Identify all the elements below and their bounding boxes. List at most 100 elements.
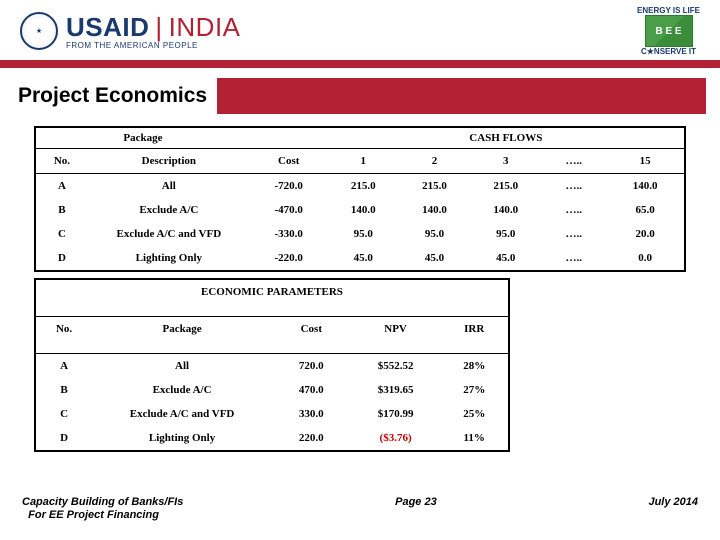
cashflows-header: CASH FLOWS xyxy=(328,128,684,148)
table-cell: D xyxy=(36,246,88,270)
table-cell: -470.0 xyxy=(250,198,328,222)
table-cell: Exclude A/C xyxy=(92,378,272,402)
table-cell: All xyxy=(88,174,250,199)
conserve-tagline: C★NSERVE IT xyxy=(641,47,696,56)
table-cell: 140.0 xyxy=(399,198,470,222)
table-cell: ….. xyxy=(541,198,606,222)
usaid-seal-icon: ★ xyxy=(20,12,58,50)
column-header: Package xyxy=(92,317,272,342)
column-header: No. xyxy=(36,149,88,174)
column-header: No. xyxy=(36,317,92,342)
table-cell: $552.52 xyxy=(351,354,441,379)
table-cell: 20.0 xyxy=(606,222,684,246)
table-row: CExclude A/C and VFD-330.095.095.095.0….… xyxy=(36,222,684,246)
table-cell: Lighting Only xyxy=(88,246,250,270)
economics-table: ECONOMIC PARAMETERS No.PackageCostNPVIRR… xyxy=(36,280,508,450)
economics-table-wrapper: ECONOMIC PARAMETERS No.PackageCostNPVIRR… xyxy=(34,278,510,452)
footer-line1: Capacity Building of Banks/FIs xyxy=(22,496,183,508)
bee-icon: B E E xyxy=(645,15,693,47)
usaid-label: USAID xyxy=(66,12,149,43)
header-red-bar xyxy=(0,60,720,68)
table-cell: 45.0 xyxy=(399,246,470,270)
table-cell: Exclude A/C and VFD xyxy=(88,222,250,246)
usaid-country: INDIA xyxy=(169,12,241,43)
footer: Capacity Building of Banks/FIs For EE Pr… xyxy=(0,496,720,522)
table-cell: 28% xyxy=(441,354,508,379)
table-cell: Lighting Only xyxy=(92,426,272,450)
table-row: DLighting Only-220.045.045.045.0…..0.0 xyxy=(36,246,684,270)
table-cell: 215.0 xyxy=(399,174,470,199)
table-cell: A xyxy=(36,354,92,379)
table-cell: B xyxy=(36,198,88,222)
table-cell: ….. xyxy=(541,246,606,270)
table-cell: 95.0 xyxy=(470,222,541,246)
table-cell: 95.0 xyxy=(328,222,399,246)
table-cell: 140.0 xyxy=(328,198,399,222)
table-cell: 720.0 xyxy=(272,354,351,379)
column-header: NPV xyxy=(351,317,441,342)
footer-line2: For EE Project Financing xyxy=(28,509,159,521)
column-header: 2 xyxy=(399,149,470,174)
table-row: CExclude A/C and VFD330.0$170.9925% xyxy=(36,402,508,426)
table-cell: 140.0 xyxy=(606,174,684,199)
column-header: 15 xyxy=(606,149,684,174)
column-header: 3 xyxy=(470,149,541,174)
table-cell: 11% xyxy=(441,426,508,450)
usaid-divider: | xyxy=(155,12,162,43)
table-cell: -720.0 xyxy=(250,174,328,199)
table-cell: 330.0 xyxy=(272,402,351,426)
table-header-row: ECONOMIC PARAMETERS xyxy=(36,280,508,304)
economics-header: ECONOMIC PARAMETERS xyxy=(36,280,508,304)
usaid-text-block: USAID | INDIA FROM THE AMERICAN PEOPLE xyxy=(66,12,241,50)
table-cell: 45.0 xyxy=(328,246,399,270)
usaid-tagline: FROM THE AMERICAN PEOPLE xyxy=(66,41,241,50)
table-row: DLighting Only220.0($3.76)11% xyxy=(36,426,508,450)
table-row: BExclude A/C-470.0140.0140.0140.0…..65.0 xyxy=(36,198,684,222)
table-cell: 95.0 xyxy=(399,222,470,246)
cashflow-table: Package CASH FLOWS No.DescriptionCost123… xyxy=(36,128,684,270)
table-cell: 215.0 xyxy=(470,174,541,199)
table-cell: C xyxy=(36,402,92,426)
column-header: 1 xyxy=(328,149,399,174)
table-cell: ($3.76) xyxy=(351,426,441,450)
page-title: Project Economics xyxy=(14,78,217,114)
table-cell: Exclude A/C xyxy=(88,198,250,222)
table-cell: 65.0 xyxy=(606,198,684,222)
column-header: Description xyxy=(88,149,250,174)
column-header: IRR xyxy=(441,317,508,342)
table-cell: C xyxy=(36,222,88,246)
usaid-logo: ★ USAID | INDIA FROM THE AMERICAN PEOPLE xyxy=(20,12,241,50)
cashflow-table-wrapper: Package CASH FLOWS No.DescriptionCost123… xyxy=(34,126,686,272)
table-header-row: Package CASH FLOWS xyxy=(36,128,684,148)
energy-tagline: ENERGY IS LIFE xyxy=(637,6,700,15)
table-cell: -330.0 xyxy=(250,222,328,246)
table-cell: All xyxy=(92,354,272,379)
table-cell: ….. xyxy=(541,174,606,199)
table-cell: B xyxy=(36,378,92,402)
header: ★ USAID | INDIA FROM THE AMERICAN PEOPLE… xyxy=(0,0,720,58)
bee-logo: ENERGY IS LIFE B E E C★NSERVE IT xyxy=(637,6,700,56)
content-area: Package CASH FLOWS No.DescriptionCost123… xyxy=(0,114,720,452)
table-cell: 27% xyxy=(441,378,508,402)
table-cell: 220.0 xyxy=(272,426,351,450)
table-row: AAll720.0$552.5228% xyxy=(36,354,508,379)
column-header: ….. xyxy=(541,149,606,174)
table-cell: -220.0 xyxy=(250,246,328,270)
table-cell: 45.0 xyxy=(470,246,541,270)
table-row: BExclude A/C470.0$319.6527% xyxy=(36,378,508,402)
table-cell: Exclude A/C and VFD xyxy=(92,402,272,426)
table-cell: 25% xyxy=(441,402,508,426)
table-column-row: No.DescriptionCost123…..15 xyxy=(36,149,684,174)
footer-page: Page 23 xyxy=(395,496,437,508)
table-cell: 140.0 xyxy=(470,198,541,222)
table-cell: $319.65 xyxy=(351,378,441,402)
table-cell: $170.99 xyxy=(351,402,441,426)
column-header: Cost xyxy=(250,149,328,174)
package-header: Package xyxy=(36,128,250,148)
table-row: AAll-720.0215.0215.0215.0…..140.0 xyxy=(36,174,684,199)
table-cell: 0.0 xyxy=(606,246,684,270)
table-cell: 215.0 xyxy=(328,174,399,199)
column-header: Cost xyxy=(272,317,351,342)
table-cell: 470.0 xyxy=(272,378,351,402)
title-bar: Project Economics xyxy=(14,78,706,114)
